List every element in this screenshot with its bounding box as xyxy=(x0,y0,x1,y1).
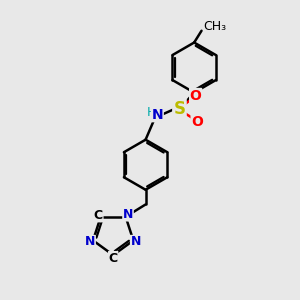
Text: N: N xyxy=(123,208,133,221)
Text: CH₃: CH₃ xyxy=(203,20,226,33)
Text: C: C xyxy=(109,252,118,265)
Text: H: H xyxy=(147,106,156,119)
Text: S: S xyxy=(173,100,185,118)
Text: N: N xyxy=(152,108,163,122)
Text: O: O xyxy=(191,115,203,129)
Text: C: C xyxy=(94,209,103,222)
Text: N: N xyxy=(85,236,95,248)
Text: O: O xyxy=(190,88,202,103)
Text: N: N xyxy=(130,236,141,248)
